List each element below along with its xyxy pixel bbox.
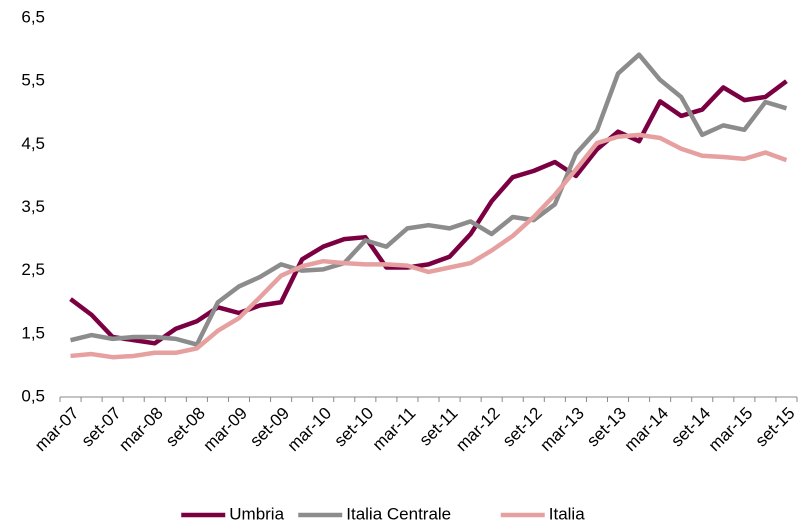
x-tick-label: mar-14 <box>621 404 673 456</box>
x-tick-label: mar-15 <box>705 404 757 456</box>
legend-label: Italia Centrale <box>346 504 451 523</box>
legend-label: Umbria <box>229 504 284 523</box>
x-tick-label: mar-09 <box>199 404 251 456</box>
line-series <box>69 79 788 346</box>
x-tick-label: set-15 <box>752 404 799 451</box>
y-tick-label: 2,5 <box>21 260 45 279</box>
y-tick-label: 6,5 <box>21 7 45 26</box>
x-tick-label: mar-13 <box>536 404 588 456</box>
x-tick-label: mar-12 <box>452 404 504 456</box>
x-tick-label: mar-10 <box>284 404 336 456</box>
y-tick-label: 3,5 <box>21 197 45 216</box>
x-tick-label: mar-07 <box>31 404 83 456</box>
y-tick-label: 4,5 <box>21 134 45 153</box>
y-tick-label: 1,5 <box>21 323 45 342</box>
line-series <box>70 132 788 360</box>
legend-label: Italia <box>549 504 585 523</box>
line-series <box>70 52 788 347</box>
x-tick-label: mar-11 <box>369 404 420 455</box>
y-tick-label: 0,5 <box>21 386 45 405</box>
x-tick-label: mar-08 <box>115 404 167 456</box>
y-tick-label: 5,5 <box>21 71 45 90</box>
